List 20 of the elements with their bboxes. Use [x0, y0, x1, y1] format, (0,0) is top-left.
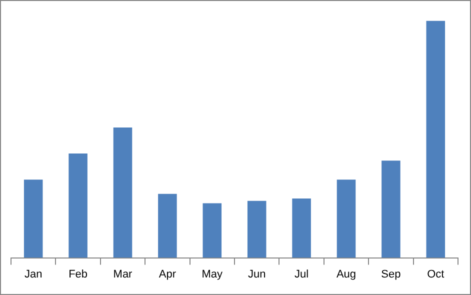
bar	[426, 20, 446, 258]
bar	[292, 198, 311, 258]
x-tick-label: May	[202, 268, 224, 280]
bar	[202, 203, 222, 258]
bar	[247, 200, 266, 258]
bar	[382, 160, 400, 258]
x-tick-label: Oct	[427, 268, 444, 280]
bar	[68, 154, 88, 258]
x-tick-label: Jan	[24, 268, 42, 280]
x-tick-label: Jun	[248, 268, 266, 280]
x-tick-label: Mar	[113, 268, 133, 280]
bar	[24, 180, 43, 258]
x-tick-label: Jul	[294, 268, 309, 280]
bar	[158, 194, 177, 258]
bar	[336, 180, 356, 258]
bar	[113, 127, 132, 258]
x-tick-label: Feb	[68, 268, 88, 280]
x-tick-label: Sep	[381, 268, 401, 280]
x-tick-label: Apr	[158, 268, 176, 280]
x-tick-label: Aug	[336, 268, 356, 280]
